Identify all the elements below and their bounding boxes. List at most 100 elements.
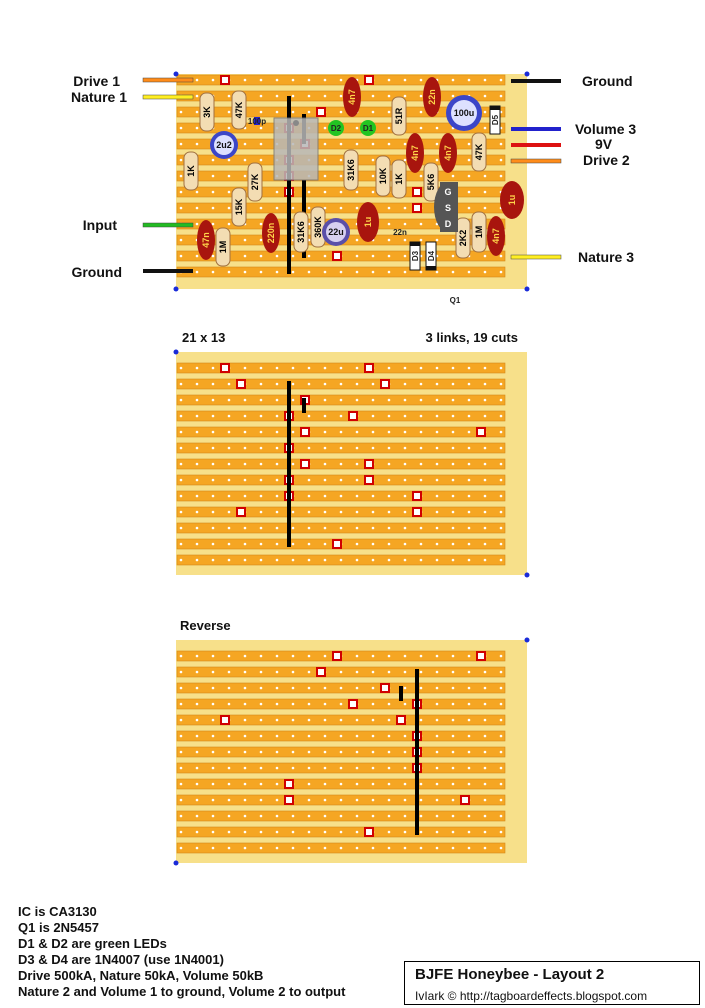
strip-hole [275, 254, 279, 258]
strip-hole [467, 814, 471, 818]
strip-hole [499, 494, 503, 498]
strip-hole [387, 558, 391, 562]
strip-hole [483, 446, 487, 450]
strip-hole [403, 222, 407, 226]
strip-hole [499, 750, 503, 754]
strip-hole [483, 558, 487, 562]
strip-hole [451, 798, 455, 802]
strip-hole [291, 670, 295, 674]
strip-hole [307, 270, 311, 274]
strip-hole [387, 206, 391, 210]
strip-hole [467, 526, 471, 530]
strip-hole [387, 366, 391, 370]
strip-hole [211, 654, 215, 658]
strip-hole [499, 510, 503, 514]
strip-hole [227, 462, 231, 466]
strip-hole [323, 78, 327, 82]
strip-hole [323, 478, 327, 482]
strip-hole [211, 382, 215, 386]
strip-hole [451, 558, 455, 562]
resistor-3k: 3K [199, 92, 215, 132]
strip-hole [355, 718, 359, 722]
resistor-360k: 360K [310, 206, 326, 248]
strip-hole [387, 414, 391, 418]
resistor-31k6-a: 31K6 [293, 211, 309, 253]
strip-hole [211, 462, 215, 466]
strip-hole [483, 494, 487, 498]
strip-hole [435, 766, 439, 770]
strip-hole [419, 110, 423, 114]
strip-hole [387, 254, 391, 258]
ecap-100u: 100u [446, 95, 482, 131]
strip-hole [355, 398, 359, 402]
svg-text:D4: D4 [427, 250, 436, 261]
strip-hole [403, 206, 407, 210]
strip-hole [451, 446, 455, 450]
strip-hole [275, 846, 279, 850]
strip-hole [291, 78, 295, 82]
strip-hole [227, 510, 231, 514]
strip-hole [275, 558, 279, 562]
strip-hole [227, 686, 231, 690]
strip-hole [499, 782, 503, 786]
strip-hole [467, 734, 471, 738]
strip-hole [403, 782, 407, 786]
strip-hole [307, 766, 311, 770]
strip-hole [371, 526, 375, 530]
track-cut-inner [414, 493, 420, 499]
strip-hole [419, 430, 423, 434]
strip-hole [227, 734, 231, 738]
strip-hole [307, 78, 311, 82]
strip-hole [243, 238, 247, 242]
strip-hole [195, 366, 199, 370]
strip-hole [435, 830, 439, 834]
strip-hole [243, 830, 247, 834]
strip-hole [323, 414, 327, 418]
strip-hole [259, 446, 263, 450]
strip-hole [467, 158, 471, 162]
strip-hole [323, 718, 327, 722]
strip-hole [483, 462, 487, 466]
strip-hole [467, 702, 471, 706]
board-corner-marker [524, 286, 530, 292]
strip-hole [387, 430, 391, 434]
strip-hole [323, 398, 327, 402]
strip-hole [483, 270, 487, 274]
strip-hole [275, 366, 279, 370]
strip-hole [323, 510, 327, 514]
board-corner-marker [524, 572, 530, 578]
strip-hole [275, 206, 279, 210]
strip-hole [451, 270, 455, 274]
strip-hole [211, 430, 215, 434]
strip-hole [195, 206, 199, 210]
svg-text:5K6: 5K6 [426, 174, 436, 191]
strip-hole [451, 414, 455, 418]
strip-hole [243, 430, 247, 434]
track-cut-inner [350, 413, 356, 419]
strip-hole [195, 750, 199, 754]
strip-hole [275, 446, 279, 450]
strip-hole [291, 206, 295, 210]
strip-hole [211, 766, 215, 770]
strip-hole [499, 158, 503, 162]
strip-hole [259, 830, 263, 834]
components: 3K 47K 1K 27K 15K 1M 31K6 360K 31K6 51R … [183, 77, 524, 305]
board-corner-marker [524, 71, 530, 77]
strip-hole [371, 110, 375, 114]
strip-hole [387, 142, 391, 146]
strip-hole [371, 702, 375, 706]
strip-hole [499, 430, 503, 434]
strip-hole [435, 782, 439, 786]
strip-hole [467, 398, 471, 402]
cap-47n: 47n [197, 220, 215, 260]
label-9v: 9V [595, 136, 613, 152]
strip-hole [275, 510, 279, 514]
svg-text:100u: 100u [454, 108, 475, 118]
resistor-15k: 15K [231, 187, 247, 227]
strip-hole [323, 830, 327, 834]
strip-hole [323, 366, 327, 370]
strip-hole [355, 190, 359, 194]
strip-hole [259, 718, 263, 722]
strip-hole [211, 414, 215, 418]
strip-hole [323, 526, 327, 530]
